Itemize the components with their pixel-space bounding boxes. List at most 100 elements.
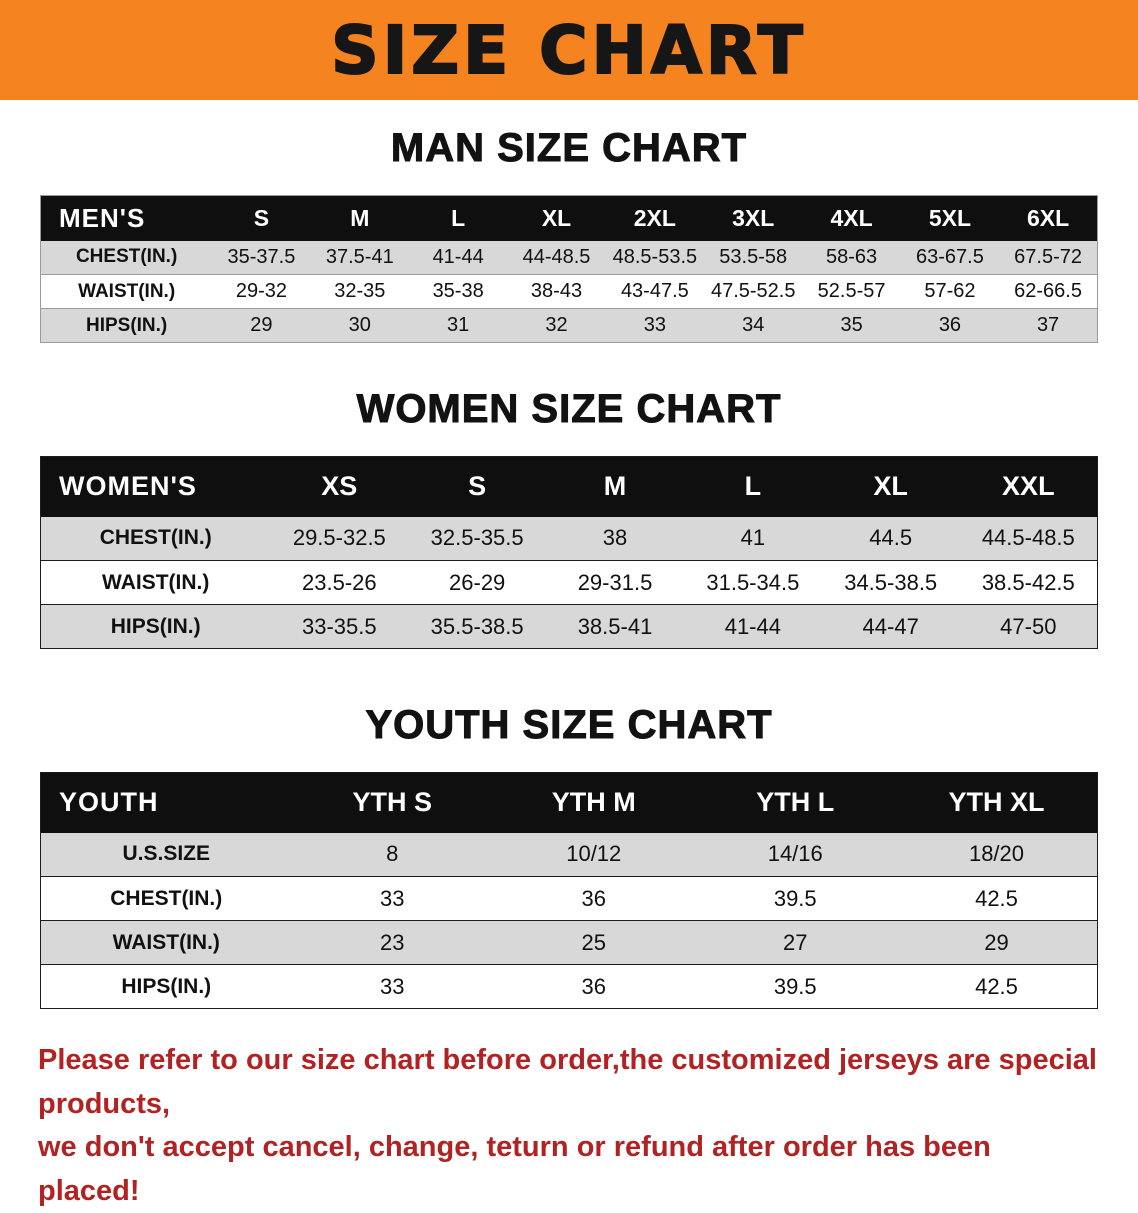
size-value-cell: 36 (581, 885, 606, 911)
size-column-header: 2XL (633, 204, 676, 231)
size-column-header: M (350, 204, 370, 231)
size-value-cell: 36 (938, 314, 962, 336)
measurement-label: HIPS(IN.) (121, 974, 212, 998)
size-value-cell: 42.5 (975, 973, 1018, 999)
size-value-cell: 52.5-57 (817, 280, 886, 302)
size-value-cell: 38.5-41 (577, 613, 653, 639)
size-column-header: YTH M (551, 787, 636, 818)
table-row: CHEST(IN.) 29.5-32.5 32.5-35.5 38 41 44.5 44.5… (40, 516, 1098, 561)
size-value-cell: 23.5-26 (302, 569, 377, 595)
size-column-header: 6XL (1026, 204, 1070, 231)
size-value-cell: 29 (984, 929, 1009, 955)
disclaimer-line-2: we don't accept cancel, change, teturn o… (38, 1131, 991, 1207)
size-value-cell: 32-35 (334, 280, 386, 302)
size-value-cell: 34 (742, 314, 765, 336)
size-value-cell: 29-32 (235, 280, 287, 302)
size-value-cell: 35-37.5 (227, 245, 296, 268)
table-row: CHEST(IN.) 33 36 39.5 42.5 (40, 877, 1098, 921)
size-value-cell: 10/12 (566, 841, 622, 867)
size-value-cell: 57-62 (924, 280, 976, 302)
measurement-label: CHEST(IN.) (110, 886, 223, 910)
size-value-cell: 41 (740, 525, 766, 551)
table-row: CHEST(IN.) 35-37.5 37.5-41 41-44 44-48.5 48.5… (40, 240, 1098, 275)
size-value-cell: 39.5 (773, 973, 817, 999)
man-size-chart-heading: MAN SIZE CHART (390, 126, 748, 171)
size-value-cell: 26-29 (449, 569, 506, 595)
disclaimer-line-1: Please refer to our size chart before or… (38, 1044, 1097, 1120)
size-value-cell: 36 (581, 973, 606, 999)
size-value-cell: 33 (380, 973, 405, 999)
size-value-cell: 33 (643, 314, 666, 336)
measurement-label: HIPS(IN.) (110, 614, 201, 638)
size-value-cell: 33-35.5 (302, 613, 377, 639)
size-value-cell: 39.5 (773, 885, 817, 911)
size-column-header: XS (321, 471, 358, 502)
table-row: WAIST(IN.) 23 25 27 29 (40, 920, 1098, 965)
size-value-cell: 33 (380, 885, 405, 911)
size-value-cell: 67.5-72 (1014, 245, 1082, 268)
size-value-cell: 62-66.5 (1014, 280, 1082, 302)
size-value-cell: 34.5-38.5 (844, 569, 938, 595)
size-value-cell: 44-48.5 (522, 245, 591, 268)
size-value-cell: 44.5 (869, 525, 913, 551)
table-row: WAIST(IN.) 23.5-26 26-29 29-31.5 31.5-34.5 34… (40, 561, 1098, 605)
size-value-cell: 35.5-38.5 (430, 613, 524, 639)
women-size-chart-heading: WOMEN SIZE CHART (356, 387, 782, 432)
size-value-cell: 47.5-52.5 (710, 280, 796, 302)
table-corner-label: WOMEN'S (59, 471, 197, 502)
table-row: WAIST(IN.) 29-32 32-35 35-38 38-43 43-47.5 47.… (40, 275, 1098, 309)
size-value-cell: 37 (1036, 314, 1060, 336)
size-column-header: 5XL (928, 204, 972, 231)
size-value-cell: 35-38 (432, 280, 484, 302)
size-value-cell: 38 (602, 525, 628, 551)
table-header-row: YOUTH YTH S YTH M YTH L YTH XL (40, 772, 1098, 833)
size-value-cell: 38.5-42.5 (981, 569, 1075, 595)
table-row: U.S.SIZE 8 10/12 14/16 18/20 (40, 832, 1098, 877)
size-value-cell: 37.5-41 (325, 245, 394, 268)
table-corner-label: YOUTH (59, 787, 159, 818)
measurement-label: WAIST(IN.) (112, 930, 220, 954)
table-header-row: MEN'S S M L XL 2XL 3XL 4XL 5XL 6XL (40, 195, 1098, 241)
banner: SIZE CHART (0, 0, 1138, 100)
size-column-header: S (253, 204, 270, 231)
size-value-cell: 53.5-58 (719, 245, 788, 268)
size-value-cell: 48.5-53.5 (612, 245, 698, 268)
size-value-cell: 38-43 (530, 280, 583, 302)
table-row: HIPS(IN.) 29 30 31 32 33 34 35 36 37 (40, 308, 1098, 343)
size-column-header: 4XL (830, 204, 873, 231)
measurement-label: CHEST(IN.) (99, 526, 212, 550)
size-value-cell: 32 (545, 314, 568, 336)
size-value-cell: 58-63 (826, 245, 878, 268)
size-value-cell: 29-31.5 (577, 569, 653, 595)
size-value-cell: 8 (386, 841, 399, 867)
men-size-table: MEN'S S M L XL 2XL 3XL 4XL 5XL 6XL CHEST(IN.) 35-37… (40, 195, 1098, 343)
size-value-cell: 44.5-48.5 (981, 525, 1075, 551)
size-column-header: XL (541, 204, 572, 231)
women-size-table: WOMEN'S XS S M L XL XXL CHEST(IN.) 29.5-32.5 32.5… (40, 456, 1098, 649)
size-column-header: YTH XL (948, 787, 1045, 818)
table-row: HIPS(IN.) 33 36 39.5 42.5 (40, 965, 1098, 1009)
size-column-header: M (603, 471, 627, 502)
size-value-cell: 25 (581, 929, 606, 955)
size-column-header: L (744, 471, 762, 502)
size-value-cell: 14/16 (767, 841, 823, 867)
table-header-row: WOMEN'S XS S M L XL XXL (40, 456, 1098, 517)
measurement-label: HIPS(IN.) (85, 314, 168, 336)
youth-size-chart-heading: YOUTH SIZE CHART (365, 703, 773, 748)
size-column-header: XL (873, 471, 908, 502)
measurement-label: U.S.SIZE (122, 842, 211, 866)
table-row: HIPS(IN.) 33-35.5 35.5-38.5 38.5-41 41-44 44-… (40, 604, 1098, 649)
size-column-header: YTH L (756, 787, 835, 818)
size-value-cell: 29.5-32.5 (292, 525, 386, 551)
size-value-cell: 27 (783, 929, 808, 955)
table-corner-label: MEN'S (59, 202, 146, 233)
size-value-cell: 41-44 (432, 245, 484, 268)
size-value-cell: 47-50 (1000, 613, 1057, 639)
size-value-cell: 35 (840, 314, 863, 336)
measurement-label: WAIST(IN.) (78, 280, 176, 302)
size-column-header: XXL (1002, 471, 1055, 502)
measurement-label: WAIST(IN.) (102, 570, 210, 594)
measurement-label: CHEST(IN.) (75, 246, 178, 268)
size-value-cell: 43-47.5 (620, 280, 689, 302)
